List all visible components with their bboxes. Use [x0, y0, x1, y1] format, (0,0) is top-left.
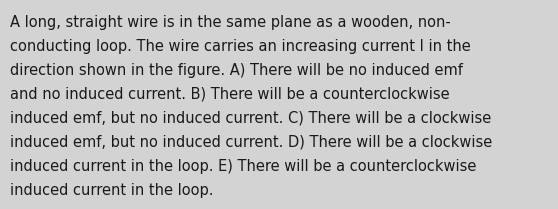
- Text: and no induced current. B) There will be a counterclockwise: and no induced current. B) There will be…: [10, 87, 450, 102]
- Text: induced emf, but no induced current. D) There will be a clockwise: induced emf, but no induced current. D) …: [10, 135, 492, 150]
- Text: induced emf, but no induced current. C) There will be a clockwise: induced emf, but no induced current. C) …: [10, 111, 491, 126]
- Text: A long, straight wire is in the same plane as a wooden, non-: A long, straight wire is in the same pla…: [10, 15, 451, 30]
- Text: conducting loop. The wire carries an increasing current I in the: conducting loop. The wire carries an inc…: [10, 39, 471, 54]
- Text: direction shown in the figure. A) There will be no induced emf: direction shown in the figure. A) There …: [10, 63, 463, 78]
- Text: induced current in the loop.: induced current in the loop.: [10, 183, 214, 198]
- Text: induced current in the loop. E) There will be a counterclockwise: induced current in the loop. E) There wi…: [10, 159, 477, 174]
